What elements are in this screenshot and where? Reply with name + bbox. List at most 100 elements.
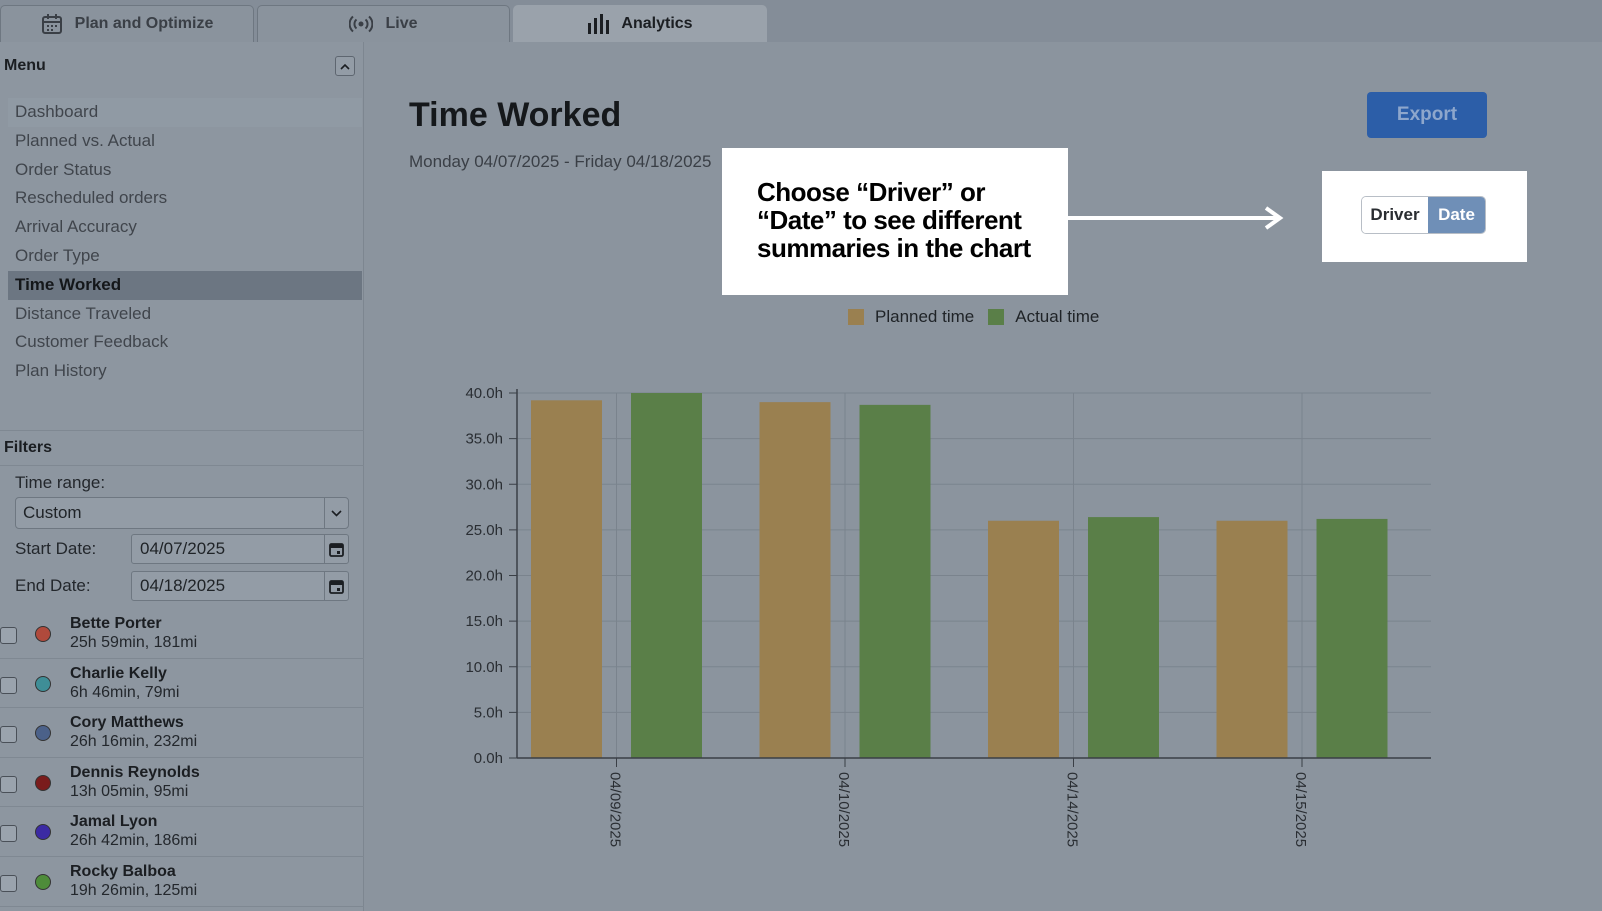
driver-checkbox[interactable] xyxy=(0,825,17,843)
driver-color-dot xyxy=(35,626,51,642)
driver-checkbox[interactable] xyxy=(0,775,17,793)
driver-name: Dennis Reynolds xyxy=(70,763,200,781)
driver-color-dot xyxy=(35,675,51,692)
tutorial-callout: Choose “Driver” or “Date” to see differe… xyxy=(722,148,1068,295)
calendar-icon[interactable] xyxy=(324,572,348,600)
y-tick-label: 10.0h xyxy=(465,659,503,676)
list-item[interactable]: Charlie Kelly 6h 46min, 79mi xyxy=(0,659,364,709)
sidebar-item-rescheduled-orders[interactable]: Rescheduled orders xyxy=(15,188,168,208)
sidebar-item-order-status[interactable]: Order Status xyxy=(15,159,112,179)
driver-checkbox[interactable] xyxy=(0,627,17,644)
bar-actual xyxy=(631,393,702,758)
top-tab-bar: Plan and Optimize Live Analytics xyxy=(0,0,1602,42)
time-range-label: Time range: xyxy=(15,473,106,492)
tab-label: Live xyxy=(385,15,418,32)
driver-list: Bette Porter 25h 59min, 181mi Charlie Ke… xyxy=(0,609,364,907)
menu-list: Dashboard Planned vs. Actual Order Statu… xyxy=(8,98,362,386)
time-range-select[interactable]: Custom xyxy=(15,497,349,529)
driver-name: Charlie Kelly xyxy=(70,664,167,682)
actual-swatch xyxy=(988,309,1005,325)
driver-stats: 19h 26min, 125mi xyxy=(70,881,198,899)
x-tick-label: 04/10/2025 xyxy=(835,772,852,847)
tab-plan-and-optimize[interactable]: Plan and Optimize xyxy=(0,5,254,42)
list-item[interactable]: Cory Matthews 26h 16min, 232mi xyxy=(0,708,364,758)
menu-title: Menu xyxy=(4,57,46,74)
bar-chart-icon xyxy=(587,14,610,34)
filters-title: Filters xyxy=(4,439,53,456)
chevron-up-icon xyxy=(340,63,350,70)
bar-planned xyxy=(759,402,831,758)
toggle-driver-button[interactable]: Driver xyxy=(1362,197,1428,233)
y-tick-label: 40.0h xyxy=(465,385,503,402)
bar-planned xyxy=(1216,520,1288,758)
tab-live[interactable]: Live xyxy=(257,5,510,42)
sidebar-item-plan-history[interactable]: Plan History xyxy=(15,361,107,381)
driver-checkbox[interactable] xyxy=(0,726,17,744)
y-tick-label: 35.0h xyxy=(465,431,503,448)
start-date-input[interactable]: 04/07/2025 xyxy=(131,534,349,564)
driver-stats: 25h 59min, 181mi xyxy=(70,634,198,651)
sidebar-item-planned-vs-actual[interactable]: Planned vs. Actual xyxy=(15,130,155,150)
end-date-label: End Date: xyxy=(15,576,91,595)
list-item[interactable]: Dennis Reynolds 13h 05min, 95mi xyxy=(0,758,364,808)
bar-planned xyxy=(531,400,602,758)
sidebar-item-distance-traveled[interactable]: Distance Traveled xyxy=(15,303,152,323)
legend-item-planned[interactable]: Planned time xyxy=(848,307,974,327)
driver-color-dot xyxy=(35,725,51,742)
calendar-icon xyxy=(41,13,63,35)
x-tick-label: 04/15/2025 xyxy=(1292,772,1309,847)
driver-stats: 26h 16min, 232mi xyxy=(70,733,198,751)
y-tick-label: 20.0h xyxy=(465,568,503,585)
driver-color-dot xyxy=(35,873,51,890)
sidebar-item-dashboard[interactable]: Dashboard xyxy=(8,98,362,127)
time-range-value: Custom xyxy=(23,503,82,522)
list-item[interactable]: Rocky Balboa 19h 26min, 125mi xyxy=(0,857,364,907)
bar-planned xyxy=(988,520,1059,758)
y-tick-label: 5.0h xyxy=(474,704,503,721)
end-date-input[interactable]: 04/18/2025 xyxy=(131,571,349,601)
start-date-label: Start Date: xyxy=(15,539,97,558)
calendar-icon[interactable] xyxy=(324,535,348,563)
bar-actual xyxy=(1088,517,1159,758)
menu-header: Menu xyxy=(0,42,364,90)
driver-date-toggle: Driver Date xyxy=(1361,196,1486,234)
driver-stats: 6h 46min, 79mi xyxy=(70,683,180,701)
sidebar-item-arrival-accuracy[interactable]: Arrival Accuracy xyxy=(15,217,137,237)
chart-legend: Planned time Actual time xyxy=(848,307,1113,327)
tab-label: Analytics xyxy=(621,15,693,32)
list-item[interactable]: Jamal Lyon 26h 42min, 186mi xyxy=(0,807,364,857)
driver-color-dot xyxy=(35,824,51,841)
x-tick-label: 04/14/2025 xyxy=(1064,772,1081,847)
sidebar-item-time-worked[interactable]: Time Worked xyxy=(8,270,362,300)
export-button[interactable]: Export xyxy=(1367,92,1487,138)
x-tick-label: 04/09/2025 xyxy=(607,772,624,847)
driver-name: Jamal Lyon xyxy=(70,813,158,831)
toggle-date-button[interactable]: Date xyxy=(1428,197,1485,233)
bar-actual xyxy=(1316,518,1388,758)
bar-actual xyxy=(859,404,931,758)
sidebar-item-customer-feedback[interactable]: Customer Feedback xyxy=(15,332,169,352)
sidebar-item-order-type[interactable]: Order Type xyxy=(15,245,100,265)
sidebar: Menu Dashboard Planned vs. Actual Order … xyxy=(0,42,364,911)
driver-checkbox[interactable] xyxy=(0,676,17,694)
planned-swatch xyxy=(848,309,864,325)
end-date-value: 04/18/2025 xyxy=(140,576,226,595)
chevron-down-icon xyxy=(324,498,348,528)
driver-stats: 26h 42min, 186mi xyxy=(70,832,198,850)
filters-header: Filters xyxy=(0,430,364,466)
driver-checkbox[interactable] xyxy=(0,874,17,892)
start-date-value: 04/07/2025 xyxy=(140,539,226,558)
tab-analytics[interactable]: Analytics xyxy=(513,5,767,42)
y-tick-label: 15.0h xyxy=(465,613,503,630)
y-tick-label: 0.0h xyxy=(474,750,503,767)
broadcast-icon xyxy=(349,15,374,33)
page-title: Time Worked xyxy=(409,96,622,134)
tab-label: Plan and Optimize xyxy=(74,15,214,32)
legend-item-actual[interactable]: Actual time xyxy=(988,307,1099,327)
toggle-highlight-card: Driver Date xyxy=(1322,171,1527,262)
list-item[interactable]: Bette Porter 25h 59min, 181mi xyxy=(0,609,364,659)
y-tick-label: 30.0h xyxy=(465,476,503,493)
collapse-menu-button[interactable] xyxy=(335,56,355,76)
legend-label: Planned time xyxy=(875,307,975,326)
